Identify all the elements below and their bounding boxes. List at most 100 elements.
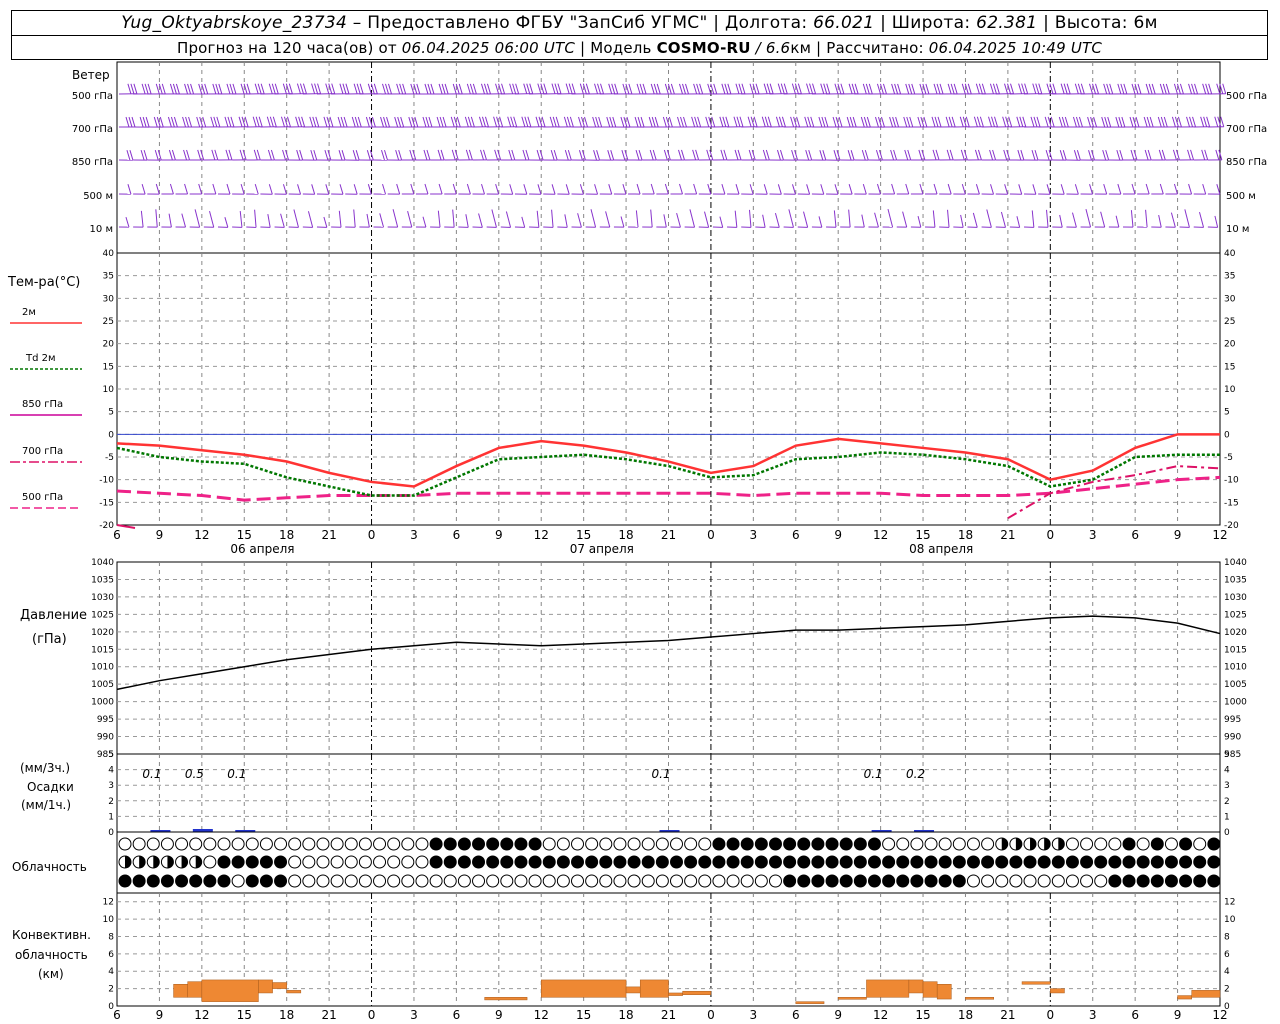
conv-cloud-bar <box>286 990 302 994</box>
wind-barb-flag <box>167 116 172 128</box>
wind-barb-flag <box>878 149 883 161</box>
cloud-cover-symbol <box>655 874 669 888</box>
wind-barb-flag <box>923 116 928 128</box>
precip-tick-left: 1 <box>108 812 114 822</box>
wind-barb-flag <box>750 116 755 127</box>
wind-barb-flag <box>1019 116 1024 127</box>
cloud-cover-symbol <box>740 874 754 888</box>
wind-barb-flag <box>598 116 603 128</box>
cloud-cover-symbol <box>542 874 556 888</box>
cloud-cover-symbol <box>528 855 542 869</box>
wind-barb-flag <box>1046 209 1049 228</box>
cloud-cover-symbol <box>797 837 811 851</box>
wind-barb-flag <box>1033 116 1038 127</box>
wind-barb-flag <box>340 116 345 128</box>
wind-barb-flag <box>777 184 782 195</box>
wind-barb-flag <box>584 116 588 128</box>
cloud-cover-symbol <box>910 874 924 888</box>
wind-barb-flag <box>345 83 350 94</box>
wind-barb-flag <box>240 83 245 94</box>
wind-barb-flag <box>791 83 796 94</box>
wind-barb-flag <box>1101 116 1106 128</box>
wind-barb-flag <box>836 150 841 161</box>
conv-x-tick: 18 <box>279 1008 294 1022</box>
wind-barb-flag <box>512 83 517 94</box>
wind-barb-flag <box>932 149 937 161</box>
wind-barb-flag <box>639 83 644 95</box>
cloud-cover-symbol <box>259 855 273 869</box>
wind-barb-flag <box>285 149 290 161</box>
wind-barb-flag <box>837 83 842 94</box>
wind-barb-flag <box>1017 149 1022 161</box>
wind-barb-flag <box>640 116 645 128</box>
wind-barb-flag <box>402 83 407 95</box>
wind-barb-flag <box>567 150 572 161</box>
wind-barb-flag <box>1131 83 1136 95</box>
wind-barb-flag <box>154 149 159 161</box>
cloud-cover-symbol <box>500 874 514 888</box>
wind-barb-flag <box>1022 116 1027 127</box>
wind-barb-flag <box>201 83 206 95</box>
wind-barb-flag <box>692 149 697 161</box>
conv-tick-left: 12 <box>103 898 114 908</box>
conv-cloud-bar <box>837 997 867 1000</box>
wind-barb-flag <box>382 183 386 195</box>
conv-x-tick: 0 <box>368 1008 376 1022</box>
temp-tick-right: 0 <box>1224 430 1230 440</box>
wind-barb-flag <box>253 149 258 161</box>
conv-x-tick: 21 <box>661 1008 676 1022</box>
wind-barb-flag <box>1219 83 1224 94</box>
cloud-cover-symbol <box>1108 855 1122 869</box>
wind-level-label-left: 500 гПа <box>72 91 113 102</box>
wind-barb-flag <box>366 150 371 161</box>
wind-barb-flag <box>509 184 514 195</box>
wind-barb-flag <box>414 116 419 128</box>
wind-barb-flag <box>838 116 843 128</box>
wind-barb-flag <box>444 83 449 95</box>
cloud-cover-symbol <box>316 855 330 869</box>
wind-barb-flag <box>226 183 231 195</box>
pressure-unit: (гПа) <box>32 632 67 647</box>
wind-barb-flag <box>155 183 160 195</box>
cloud-cover-symbol <box>245 837 259 851</box>
wind-barb-flag <box>1080 83 1085 94</box>
cloud-cover-symbol <box>726 837 740 851</box>
wind-barb-flag <box>410 83 415 95</box>
wind-barb-flag <box>1208 83 1213 94</box>
precip-value-label: 0.5 <box>185 767 204 781</box>
wind-barb-flag <box>478 116 483 127</box>
wind-barb-flag <box>173 116 178 128</box>
wind-barb-flag <box>833 210 837 228</box>
precip-title: Осадки <box>27 780 74 794</box>
wind-barb-flag <box>550 149 555 161</box>
wind-barb-flag <box>664 83 669 95</box>
wind-barb-flag <box>1202 83 1207 94</box>
wind-barb-flag <box>286 116 291 127</box>
wind-barb-flag <box>455 83 460 95</box>
cloud-cover-symbol <box>344 874 358 888</box>
cloud-cover-symbol <box>1193 874 1207 888</box>
wind-barb-flag <box>1106 83 1111 95</box>
wind-barb-flag <box>656 83 661 95</box>
wind-barb-flag <box>127 184 132 195</box>
wind-barb-flag <box>975 184 980 195</box>
conv-tick-right: 4 <box>1224 967 1230 977</box>
wind-barb-flag <box>521 216 526 228</box>
wind-barb-flag <box>153 116 158 128</box>
wind-barb-flag <box>877 116 882 128</box>
cloud-cover-symbol <box>556 837 570 851</box>
pressure-tick-left: 995 <box>97 715 114 725</box>
wind-barb-flag <box>790 116 795 127</box>
cloud-cover-symbol <box>768 855 782 869</box>
wind-barb-flag <box>806 184 811 195</box>
cloud-cover-symbol <box>1207 855 1221 869</box>
wind-barb-flag <box>812 83 816 94</box>
wind-barb-flag <box>960 149 965 161</box>
cloud-cover-half <box>1001 838 1008 850</box>
wind-barb-flag <box>194 209 201 228</box>
temp-x-tick: 9 <box>1174 528 1182 542</box>
pressure-tick-left: 1040 <box>91 558 114 568</box>
conv-x-tick: 12 <box>1212 1008 1227 1022</box>
cloud-cover-symbol <box>952 874 966 888</box>
wind-barb-flag <box>735 83 740 94</box>
